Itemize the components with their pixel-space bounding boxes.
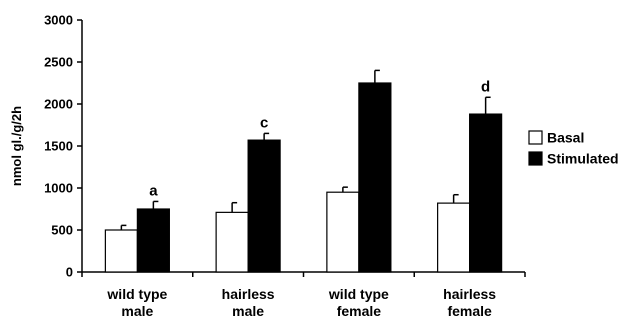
x-category-label-line: male — [232, 303, 264, 319]
significance-label: c — [260, 114, 268, 131]
y-axis-label: nmol gl./g/2h — [9, 106, 24, 186]
x-category-label-line: female — [337, 303, 382, 319]
x-category-label: hairless female — [443, 286, 496, 319]
y-tick-label: 0 — [66, 265, 73, 280]
y-tick-label: 2500 — [44, 55, 73, 70]
bar-basal — [326, 191, 360, 273]
y-tick-label: 500 — [51, 223, 73, 238]
x-category-label: hairless male — [222, 286, 275, 319]
bar-basal — [437, 202, 471, 273]
bar-stimulated — [358, 82, 392, 273]
x-category-label-line: hairless — [443, 286, 496, 302]
significance-label: a — [149, 182, 158, 199]
y-tick-label: 1000 — [44, 181, 73, 196]
x-category-label: wild type male — [106, 286, 167, 319]
x-category-label-line: hairless — [222, 286, 275, 302]
y-tick-label: 3000 — [44, 13, 73, 28]
x-category-label-line: male — [121, 303, 153, 319]
legend: Basal Stimulated — [528, 130, 619, 167]
bar-stimulated — [136, 208, 170, 273]
y-tick-label: 2000 — [44, 97, 73, 112]
legend-swatch-stimulated — [528, 151, 543, 166]
significance-label: d — [481, 78, 490, 95]
legend-swatch-basal — [528, 130, 543, 145]
bar-stimulated — [247, 139, 281, 273]
bar-basal — [104, 229, 138, 273]
x-category-label-line: female — [447, 303, 492, 319]
bar-basal — [215, 211, 249, 273]
x-category-label-line: wild type — [328, 286, 389, 302]
x-category-label-line: wild type — [106, 286, 167, 302]
bar-stimulated — [469, 113, 503, 273]
x-category-label: wild type female — [328, 286, 389, 319]
plot-area: 0 500 1000 1500 2000 2500 3000 nmol gl./g/2h wil… — [9, 13, 526, 319]
legend-label-stimulated: Stimulated — [547, 151, 619, 167]
legend-label-basal: Basal — [547, 130, 584, 146]
y-tick-label: 1500 — [44, 139, 73, 154]
